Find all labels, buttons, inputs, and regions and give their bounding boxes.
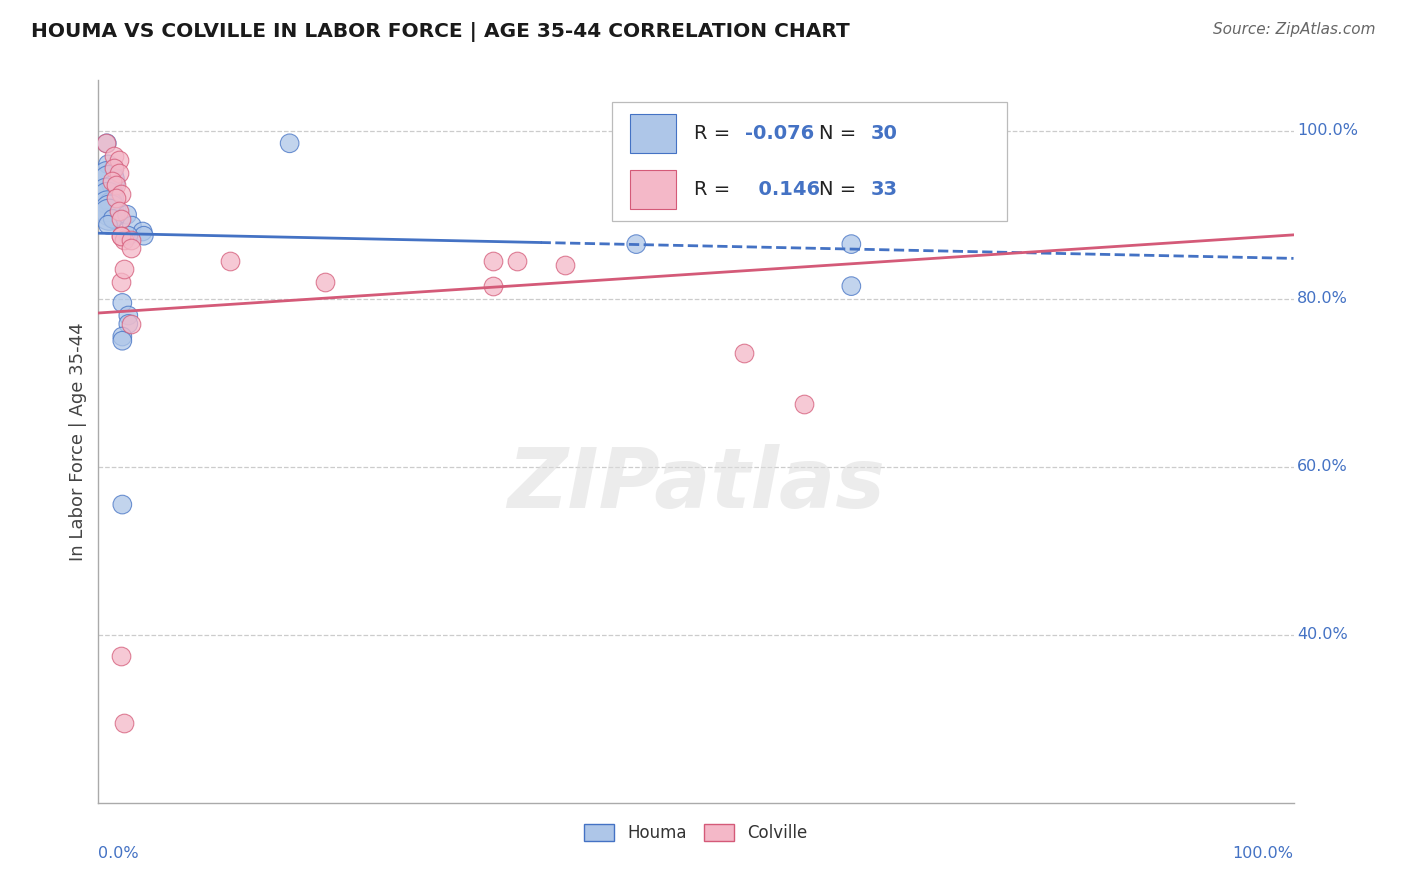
Point [112,262,135,277]
Point [107,203,129,218]
Point [98,203,122,218]
Point [219,254,242,268]
Point [96,136,118,151]
Point [105,178,128,193]
Text: 33: 33 [870,180,897,199]
Point [626,237,648,252]
Text: 100.0%: 100.0% [1298,123,1358,138]
Text: -0.076: -0.076 [745,124,814,143]
Point [97,218,120,232]
Point [110,275,132,289]
Point [111,296,134,310]
Point [799,145,821,159]
Point [506,254,529,268]
Point [97,169,120,184]
Point [841,136,863,151]
Point [96,186,118,201]
Point [110,228,132,243]
Y-axis label: In Labor Force | Age 35-44: In Labor Force | Age 35-44 [69,322,87,561]
Text: 80.0%: 80.0% [1298,291,1348,306]
Text: 30: 30 [870,124,897,143]
Point [110,186,132,201]
Point [481,279,505,293]
Point [103,161,125,176]
Point [117,309,139,323]
Bar [630,113,676,153]
Point [120,241,142,255]
Point [107,153,129,167]
Point [100,174,122,188]
Point [110,648,132,663]
Point [103,161,125,176]
Point [112,233,135,247]
Point [115,208,138,222]
Text: 0.146: 0.146 [745,180,820,199]
Point [911,145,934,159]
Point [131,225,153,239]
Point [733,346,755,360]
Point [107,166,129,180]
Point [111,498,134,512]
Legend: Houma, Colville: Houma, Colville [578,817,814,848]
Point [793,397,815,411]
Point [94,136,117,151]
Point [841,237,863,252]
Point [97,157,120,171]
Point [132,228,155,243]
Point [100,178,122,193]
Point [98,195,121,210]
Point [554,258,576,272]
Point [278,136,301,151]
Point [110,211,132,226]
Point [315,275,337,289]
Point [117,317,139,331]
Point [101,211,124,226]
Text: R =: R = [693,124,737,143]
Point [121,219,143,233]
Point [110,228,132,243]
Point [117,228,139,243]
Bar [630,169,676,210]
Text: ZIPatlas: ZIPatlas [508,444,884,525]
FancyBboxPatch shape [613,102,1007,221]
Point [97,199,120,213]
Point [120,317,142,331]
Text: N =: N = [820,180,862,199]
Text: 100.0%: 100.0% [1233,847,1294,861]
Point [841,279,863,293]
Point [111,334,134,348]
Point [120,233,142,247]
Point [111,329,134,343]
Point [112,716,135,731]
Point [733,120,755,134]
Point [105,191,128,205]
Text: HOUMA VS COLVILLE IN LABOR FORCE | AGE 35-44 CORRELATION CHART: HOUMA VS COLVILLE IN LABOR FORCE | AGE 3… [31,22,849,42]
Text: 40.0%: 40.0% [1298,627,1348,642]
Point [98,174,121,188]
Text: R =: R = [693,180,737,199]
Text: 0.0%: 0.0% [98,847,139,861]
Text: Source: ZipAtlas.com: Source: ZipAtlas.com [1212,22,1375,37]
Point [481,254,505,268]
Text: N =: N = [820,124,862,143]
Point [97,191,120,205]
Point [103,149,125,163]
Text: 60.0%: 60.0% [1298,459,1348,475]
Point [98,208,121,222]
